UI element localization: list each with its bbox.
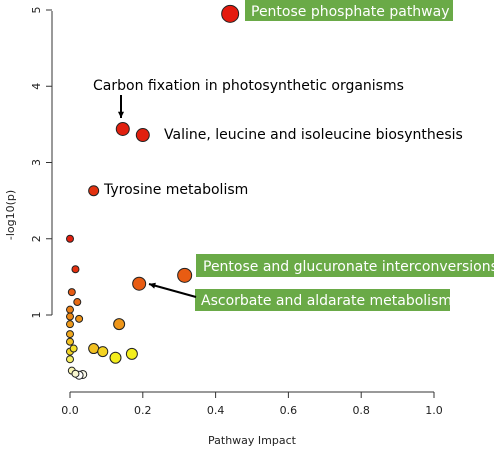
x-axis-title: Pathway Impact (208, 434, 297, 447)
y-ticks: 1 2 3 4 5 (30, 7, 52, 319)
y-tick-label: 3 (30, 159, 43, 166)
y-tick-label: 1 (30, 312, 43, 319)
data-point (69, 344, 78, 353)
callout-label: Valine, leucine and isoleucine biosynthe… (164, 127, 463, 143)
data-point (113, 318, 126, 331)
x-tick-label: 0.4 (207, 404, 225, 417)
callout-arrowhead (149, 282, 156, 289)
data-point (221, 4, 240, 23)
data-point (66, 337, 74, 346)
data-point (66, 355, 74, 364)
callout-label: Carbon fixation in photosynthetic organi… (93, 78, 404, 94)
x-tick-label: 0.0 (61, 404, 79, 417)
y-tick-label: 2 (30, 235, 43, 242)
data-point (115, 121, 130, 136)
x-tick-label: 0.8 (352, 404, 370, 417)
callout-arrowhead (117, 111, 125, 118)
callout-box (195, 289, 450, 311)
x-tick-label: 0.2 (134, 404, 152, 417)
data-point (109, 351, 122, 364)
data-point (132, 276, 147, 291)
data-point (97, 346, 109, 358)
data-point (88, 343, 100, 355)
data-point (88, 185, 100, 197)
y-tick-label: 5 (30, 7, 43, 14)
data-point (66, 305, 74, 314)
callout-box (196, 254, 494, 277)
x-tick-label: 0.6 (280, 404, 298, 417)
data-point (71, 265, 80, 274)
data-point (66, 330, 74, 339)
y-axis-title: -log10(p) (4, 190, 17, 240)
callout-label: Tyrosine metabolism (103, 182, 248, 198)
data-point (67, 288, 76, 297)
data-point (75, 314, 84, 323)
data-point (66, 312, 74, 321)
data-point (66, 320, 74, 329)
data-point (125, 347, 138, 360)
callout-box (245, 0, 453, 21)
x-ticks: 0.0 0.2 0.4 0.6 0.8 1.0 (61, 392, 443, 417)
callout-label: Pentose phosphate pathway (251, 4, 450, 20)
callout-arrow (148, 283, 197, 298)
data-point (73, 298, 82, 307)
callout-label: Ascorbate and aldarate metabolism (201, 293, 452, 309)
data-point (71, 369, 80, 378)
data-point (135, 128, 150, 143)
points-layer (66, 4, 240, 380)
y-tick-label: 4 (30, 83, 43, 90)
data-point (177, 267, 193, 283)
data-point (66, 234, 74, 243)
callout-label: Pentose and glucuronate interconversions (203, 259, 498, 275)
callouts-layer: Pentose phosphate pathway Carbon fixation… (93, 0, 498, 311)
x-tick-label: 1.0 (425, 404, 443, 417)
